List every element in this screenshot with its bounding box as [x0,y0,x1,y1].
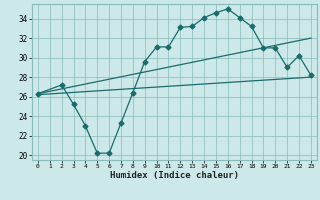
X-axis label: Humidex (Indice chaleur): Humidex (Indice chaleur) [110,171,239,180]
